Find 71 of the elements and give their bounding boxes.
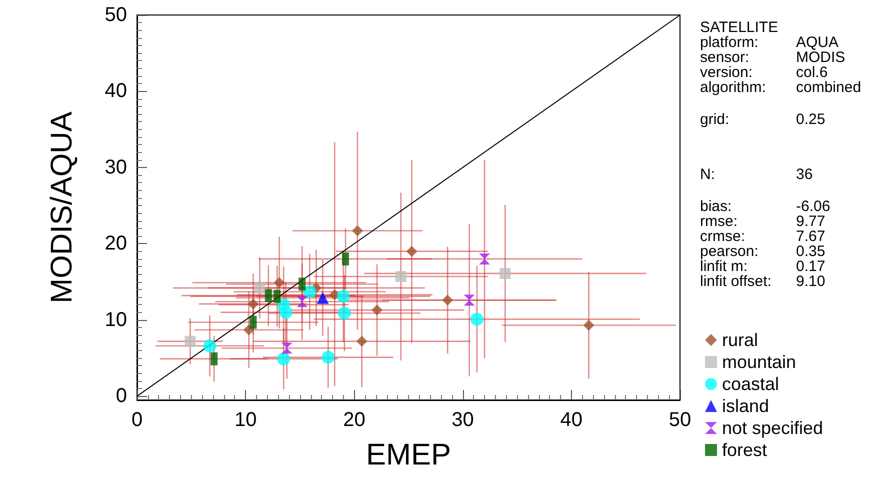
text: MODIS (796, 49, 846, 66)
point (316, 292, 329, 304)
text: col.6 (796, 64, 828, 81)
text: 0.25 (796, 111, 826, 128)
text: 36 (796, 166, 813, 183)
point (274, 277, 285, 288)
text: 9.10 (796, 273, 826, 290)
x-axis-title: EMEP (366, 438, 452, 472)
point (303, 285, 316, 298)
text: 0.17 (796, 258, 826, 275)
legend-label: mountain (722, 352, 796, 372)
point (254, 282, 266, 294)
y-tick-label: 30 (104, 156, 127, 178)
point (184, 336, 196, 347)
point (372, 304, 383, 316)
point (395, 270, 406, 282)
text: 0.35 (796, 243, 826, 260)
point (464, 294, 475, 306)
point (500, 268, 511, 279)
text: 9.77 (796, 213, 826, 230)
legend-label: rural (722, 330, 758, 350)
point (442, 294, 454, 306)
point (406, 246, 418, 257)
text: linfit offset: (700, 273, 772, 290)
point (279, 306, 292, 319)
legend-label: forest (722, 440, 768, 460)
y-tick-label: 0 (116, 385, 127, 408)
point (338, 306, 351, 320)
y-axis-title: MODIS/AQUA (46, 112, 78, 304)
text: -6.06 (796, 198, 830, 215)
text: bias: (700, 198, 733, 215)
y-tick-label: 10 (104, 308, 127, 331)
point (296, 296, 308, 308)
x-tick-label: 20 (343, 409, 366, 431)
point (356, 336, 368, 347)
text: version: (700, 64, 754, 81)
text: grid: (700, 111, 730, 128)
text: N: (700, 166, 716, 183)
text: platform: (700, 34, 760, 51)
point (322, 350, 335, 364)
point (243, 324, 254, 336)
text: rmse: (700, 213, 738, 230)
point (277, 352, 290, 366)
point (470, 312, 484, 326)
point (479, 253, 490, 264)
text: sensor: (700, 49, 750, 66)
text: crmse: (700, 228, 746, 245)
point (281, 342, 292, 354)
point (203, 339, 216, 352)
point (352, 225, 363, 236)
text: linfit m: (700, 258, 748, 275)
y-tick-label: 50 (104, 4, 127, 26)
point (336, 290, 350, 303)
x-tick-label: 0 (131, 409, 143, 431)
text: combined (796, 79, 862, 96)
x-tick-label: 10 (234, 409, 257, 431)
text: SATELLITE (700, 19, 778, 36)
y-tick-label: 20 (104, 232, 127, 255)
y-tick-label: 40 (104, 80, 127, 102)
legend-label: island (722, 396, 770, 416)
point (248, 298, 259, 310)
point (583, 320, 594, 331)
legend-label: coastal (722, 374, 780, 394)
text: 7.67 (796, 228, 826, 245)
text: pearson: (700, 243, 760, 260)
text: algorithm: (700, 79, 767, 96)
x-tick-label: 50 (668, 409, 692, 431)
text: AQUA (796, 34, 839, 51)
legend-label: not specified (722, 418, 824, 438)
x-tick-label: 30 (452, 409, 474, 431)
x-tick-label: 40 (560, 409, 583, 431)
